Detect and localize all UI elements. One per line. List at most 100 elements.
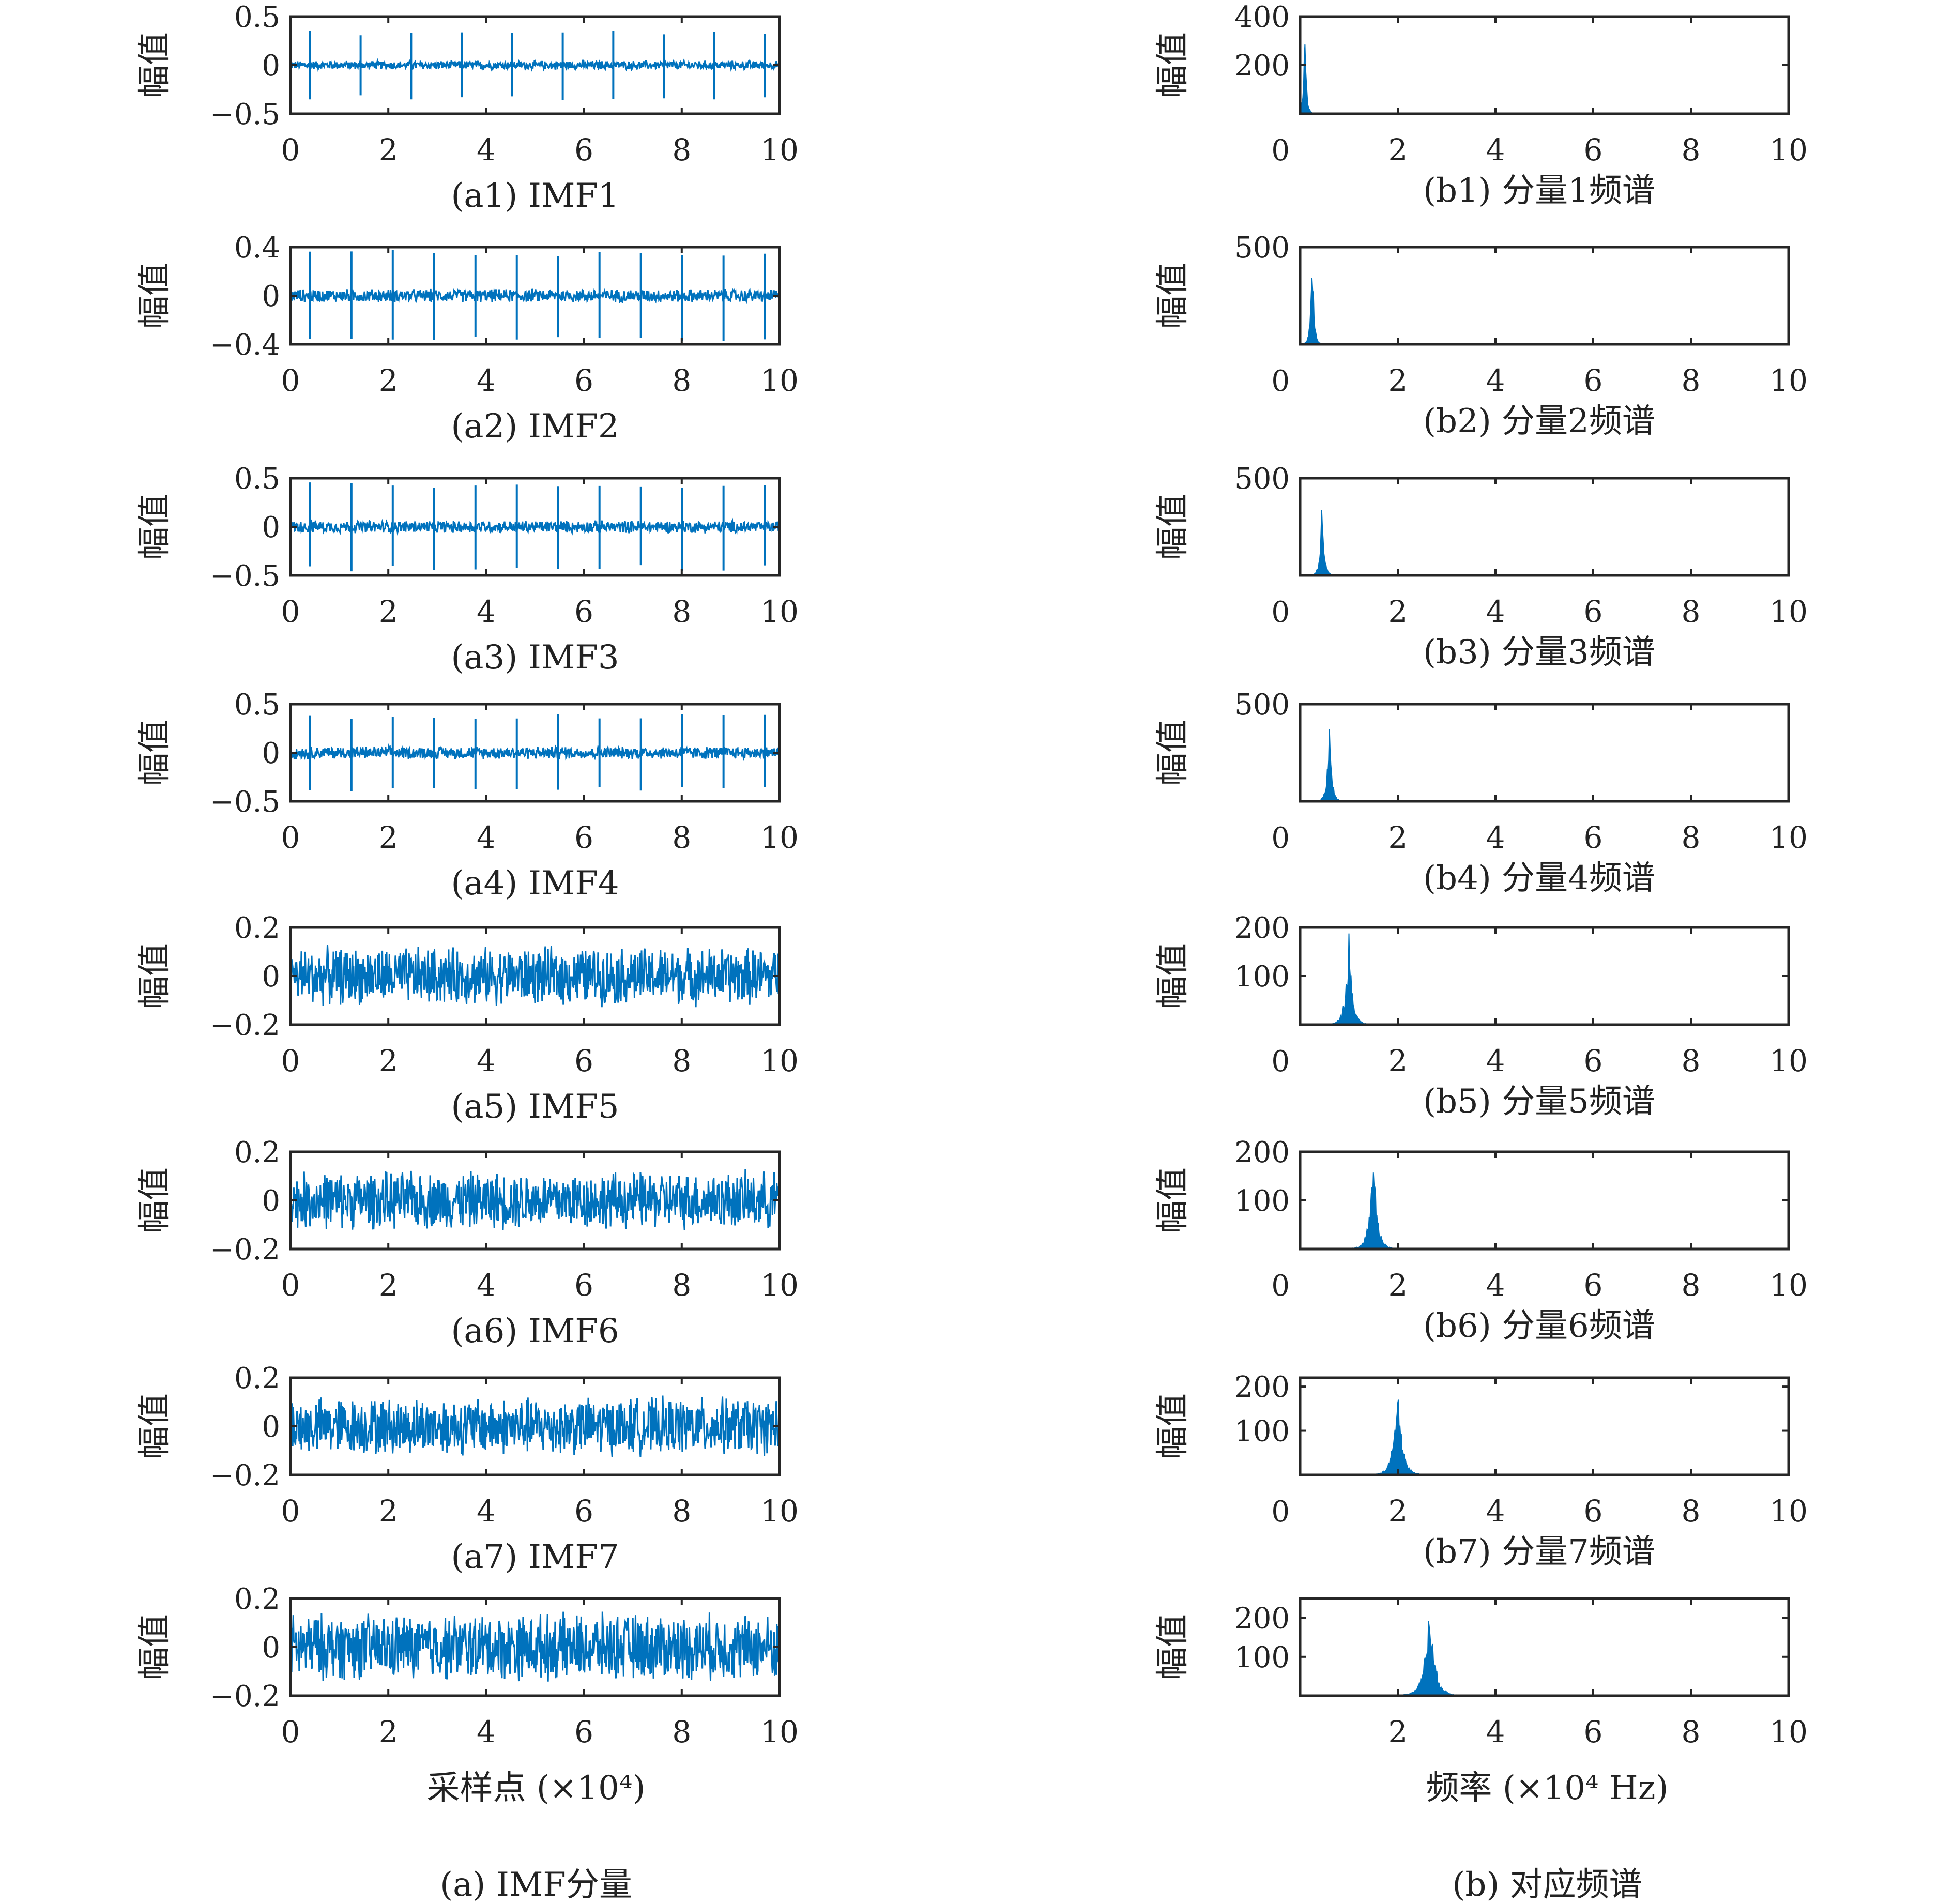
a1-xtick-label: 8 — [672, 132, 691, 167]
a5-signal — [289, 945, 781, 1008]
b7-ytick-label: 200 — [1234, 1370, 1290, 1404]
a2-ytick-label: 0 — [262, 280, 280, 313]
b4-ylabel: 幅值 — [1154, 720, 1192, 786]
a6-ytick-label: 0.2 — [234, 1136, 280, 1169]
b6-ylabel: 幅值 — [1154, 1167, 1192, 1233]
a2-xtick-label: 6 — [574, 363, 593, 398]
a4-ytick-label: −0.5 — [210, 785, 280, 819]
b6-xtick-label: 10 — [1769, 1268, 1808, 1303]
b8-xtick-label: 4 — [1486, 1714, 1505, 1749]
a5-xtick-label: 10 — [760, 1043, 799, 1078]
a6-caption: (a6) IMF6 — [451, 1312, 619, 1350]
b7-xtick-label: 6 — [1584, 1494, 1603, 1529]
a4-xtick-label: 0 — [281, 820, 300, 855]
a3-caption: (a3) IMF3 — [451, 638, 619, 677]
a1-xtick-label: 4 — [477, 132, 496, 167]
a3-ytick-label: 0 — [262, 511, 280, 544]
b7-xtick-label: 10 — [1769, 1494, 1808, 1529]
b3-spectrum — [1300, 510, 1789, 576]
a5-xtick-label: 0 — [281, 1043, 300, 1078]
b5-frame — [1299, 926, 1790, 1026]
a7-xtick-label: 2 — [379, 1494, 398, 1529]
b5-xtick-label: 2 — [1388, 1043, 1408, 1078]
b5-caption: (b5) 分量5频谱 — [1423, 1083, 1655, 1121]
a7-caption: (a7) IMF7 — [451, 1538, 619, 1576]
b7-frame — [1299, 1376, 1790, 1476]
b4-frame — [1299, 703, 1790, 803]
a1-xtick-label: 2 — [379, 132, 398, 167]
b8-xtick-label: 10 — [1769, 1714, 1808, 1749]
a1-ytick-label: 0 — [262, 49, 280, 83]
a1-signal — [290, 58, 781, 72]
b1-frame — [1299, 15, 1790, 115]
a5-ytick-label: −0.2 — [210, 1009, 280, 1042]
a1-xtick-label: 10 — [760, 132, 799, 167]
b4-ytick-label: 500 — [1234, 688, 1290, 722]
b6-ytick-label: 100 — [1234, 1184, 1290, 1218]
b5-xtick-label: 10 — [1769, 1043, 1808, 1078]
a1-ytick-label: −0.5 — [210, 98, 280, 131]
b7-xtick-label: 4 — [1486, 1494, 1505, 1529]
b8-xtick-label: 8 — [1682, 1714, 1701, 1749]
b7-ylabel: 幅值 — [1154, 1393, 1192, 1459]
a4-ylabel: 幅值 — [135, 720, 174, 786]
a1-xtick-label: 6 — [574, 132, 593, 167]
a2-xtick-label: 8 — [672, 363, 691, 398]
b4-xtick-label: 4 — [1486, 820, 1505, 855]
a5-caption: (a5) IMF5 — [451, 1088, 619, 1126]
a2-xtick-label: 10 — [760, 363, 799, 398]
a4-xtick-label: 4 — [477, 820, 496, 855]
b1-ytick-label: 400 — [1234, 1, 1290, 34]
a2-signal — [290, 287, 781, 304]
a1-ytick-label: 0.5 — [234, 1, 280, 34]
a8-xtick-label: 2 — [379, 1714, 398, 1749]
b3-caption: (b3) 分量3频谱 — [1423, 633, 1655, 672]
b1-xtick-label: 8 — [1682, 132, 1701, 167]
a6-signal — [289, 1169, 781, 1230]
a3-xtick-label: 8 — [672, 594, 691, 629]
caption-left: (a) IMF分量 — [440, 1866, 632, 1904]
b1-xtick-label: 2 — [1388, 132, 1408, 167]
a8-xtick-label: 0 — [281, 1714, 300, 1749]
a4-caption: (a4) IMF4 — [451, 864, 619, 903]
a3-xtick-label: 4 — [477, 594, 496, 629]
b1-xtick-label: 4 — [1486, 132, 1505, 167]
a4-signal — [289, 743, 781, 762]
b4-ytick-label: 0 — [1271, 821, 1290, 855]
a6-xtick-label: 2 — [379, 1268, 398, 1303]
a5-xtick-label: 8 — [672, 1043, 691, 1078]
b6-ytick-label: 0 — [1271, 1269, 1290, 1303]
a7-xtick-label: 6 — [574, 1494, 593, 1529]
b4-xtick-label: 6 — [1584, 820, 1603, 855]
b5-ytick-label: 200 — [1234, 911, 1290, 945]
b5-spectrum — [1300, 933, 1789, 1026]
a8-ytick-label: −0.2 — [210, 1680, 280, 1713]
a4-ytick-label: 0 — [262, 737, 280, 770]
a6-ytick-label: −0.2 — [210, 1233, 280, 1267]
x-axis-label-left: 采样点 (×10⁴) — [427, 1769, 646, 1807]
panel-b3: 500 0 2 4 6 8 10 幅值 (b3) 分量3频谱 — [1154, 462, 1808, 672]
panel-b5: 200 100 0 2 4 6 8 10 幅值 (b5) 分量5频谱 — [1154, 911, 1808, 1121]
a7-xtick-label: 4 — [477, 1494, 496, 1529]
a5-xtick-label: 4 — [477, 1043, 496, 1078]
b2-xtick-label: 6 — [1584, 363, 1603, 398]
b3-xtick-label: 10 — [1769, 594, 1808, 629]
caption-right: (b) 对应频谱 — [1452, 1866, 1642, 1904]
a2-xtick-label: 0 — [281, 363, 300, 398]
a6-ylabel: 幅值 — [135, 1167, 174, 1233]
a6-xtick-label: 0 — [281, 1268, 300, 1303]
a6-xtick-label: 6 — [574, 1268, 593, 1303]
a8-ytick-label: 0.2 — [234, 1582, 280, 1616]
a5-xtick-label: 6 — [574, 1043, 593, 1078]
a8-ylabel: 幅值 — [135, 1614, 174, 1680]
b4-xtick-label: 10 — [1769, 820, 1808, 855]
b3-xtick-label: 6 — [1584, 594, 1603, 629]
b8-spectrum — [1300, 1621, 1789, 1697]
a3-ytick-label: −0.5 — [210, 559, 280, 593]
